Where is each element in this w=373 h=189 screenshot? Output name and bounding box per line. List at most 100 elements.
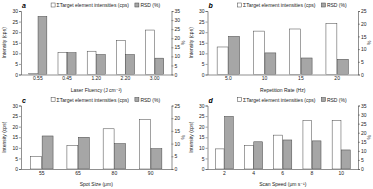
tick-mark xyxy=(206,32,208,33)
tick-mark xyxy=(358,115,360,116)
tick-mark xyxy=(172,29,174,30)
y2-axis-title: % xyxy=(180,134,186,139)
bar xyxy=(326,24,337,75)
tick: 20 xyxy=(12,124,21,130)
tick-label: 5 xyxy=(361,59,364,65)
tick-label: 0 xyxy=(15,166,18,172)
tick-label: 0 xyxy=(361,72,364,78)
tick: 30 xyxy=(199,8,208,14)
tick: 0 xyxy=(172,72,178,78)
tick: 25 xyxy=(12,113,21,119)
axis-line xyxy=(19,106,22,170)
tick: 15 xyxy=(12,134,21,140)
tick-mark xyxy=(19,127,21,128)
bar xyxy=(155,58,164,74)
bars xyxy=(215,116,350,169)
tick: 0 xyxy=(15,72,21,78)
tick-mark xyxy=(358,169,360,170)
tick-mark xyxy=(172,131,174,132)
tick-mark xyxy=(358,142,360,143)
axis: 55658090 xyxy=(22,169,173,176)
tick-mark xyxy=(206,53,208,54)
tick-mark xyxy=(206,43,208,44)
legend-label: RSD (%) xyxy=(327,2,347,8)
axis-line xyxy=(19,12,22,76)
tick: 0 xyxy=(358,166,364,172)
tick-label: 5 xyxy=(15,61,18,67)
tick-label: 5 xyxy=(361,157,364,163)
legend: ΣTarget element intensities (cps) RSD (%) xyxy=(238,2,347,8)
tick-mark xyxy=(172,156,174,157)
x-axis-title: Laser Fluency (J cm⁻²) xyxy=(71,87,122,93)
tick-mark xyxy=(172,144,174,145)
tick-label: 1.20 xyxy=(91,75,101,81)
tick-label: 5 xyxy=(202,61,205,67)
tick-label: 10 xyxy=(361,148,367,154)
tick-mark xyxy=(206,127,208,128)
tick-label: 8 xyxy=(311,170,314,176)
tick: 25 xyxy=(199,113,208,119)
tick: 5 xyxy=(202,61,208,67)
tick: 5 xyxy=(358,157,364,163)
legend-item: ΣTarget element intensities (cps) xyxy=(238,2,316,8)
legend-label: ΣTarget element intensities (cps) xyxy=(57,2,130,8)
tick-mark xyxy=(358,106,360,107)
tick: 15 xyxy=(358,34,367,40)
axis-line xyxy=(172,12,174,76)
tick-mark xyxy=(358,49,360,50)
tick-mark xyxy=(358,124,360,125)
tick-label: 30 xyxy=(361,112,367,118)
tick: 5 xyxy=(172,63,178,69)
tick-label: 20 xyxy=(12,29,18,35)
tick: 0 xyxy=(202,166,208,172)
legend-swatch xyxy=(51,98,55,102)
legend-item: RSD (%) xyxy=(321,2,347,8)
tick-label: 80 xyxy=(112,170,118,176)
tick: 30 xyxy=(12,8,21,14)
bar xyxy=(341,150,350,169)
tick-label: 15 xyxy=(175,128,181,134)
tick-label: 2.20 xyxy=(121,75,131,81)
panel: 0.550.451.202.203.0005101520253005101520… xyxy=(1,2,186,93)
tick: 0 xyxy=(202,72,208,78)
legend-label: ΣTarget element intensities (cps) xyxy=(243,2,316,8)
tick: 5 xyxy=(358,59,364,65)
x-axis-title: Repetition Rate (Hz) xyxy=(260,87,306,93)
axis: 5.0101520 xyxy=(208,75,359,82)
bar xyxy=(229,36,240,74)
tick-mark xyxy=(19,116,21,117)
tick-label: 20 xyxy=(361,21,367,27)
tick-mark xyxy=(206,64,208,65)
tick-label: 25 xyxy=(199,19,205,25)
tick-label: 0 xyxy=(202,166,205,172)
bar xyxy=(225,116,234,169)
y-axis-title: Intensity (cps) xyxy=(188,27,194,58)
tick-label: 5 xyxy=(175,63,178,69)
bar xyxy=(303,120,312,169)
y-axis-title: Intensity (cps) xyxy=(1,27,7,58)
legend-label: ΣTarget element intensities (cps) xyxy=(243,97,316,103)
tick: 30 xyxy=(358,112,367,118)
bar xyxy=(116,41,125,75)
x-axis-title: Scan Speed (μm s⁻¹) xyxy=(259,181,307,187)
panel-label: d xyxy=(209,97,214,104)
tick-mark xyxy=(19,106,21,107)
legend-swatch xyxy=(135,98,139,102)
bar xyxy=(244,146,253,169)
tick: 0 xyxy=(15,166,21,172)
tick-label: 25 xyxy=(361,121,367,127)
tick-label: 20 xyxy=(199,124,205,130)
tick-mark xyxy=(172,106,174,107)
tick-mark xyxy=(172,118,174,119)
bar xyxy=(283,140,292,169)
tick-label: 30 xyxy=(12,103,18,109)
tick-mark xyxy=(19,43,21,44)
tick-label: 10 xyxy=(175,53,181,59)
tick-mark xyxy=(358,24,360,25)
tick: 3.00 xyxy=(150,75,160,82)
tick: 25 xyxy=(172,103,181,109)
axis-line xyxy=(359,12,361,76)
tick-label: 5 xyxy=(202,156,205,162)
tick: 30 xyxy=(199,103,208,109)
tick: 0.55 xyxy=(33,75,43,82)
